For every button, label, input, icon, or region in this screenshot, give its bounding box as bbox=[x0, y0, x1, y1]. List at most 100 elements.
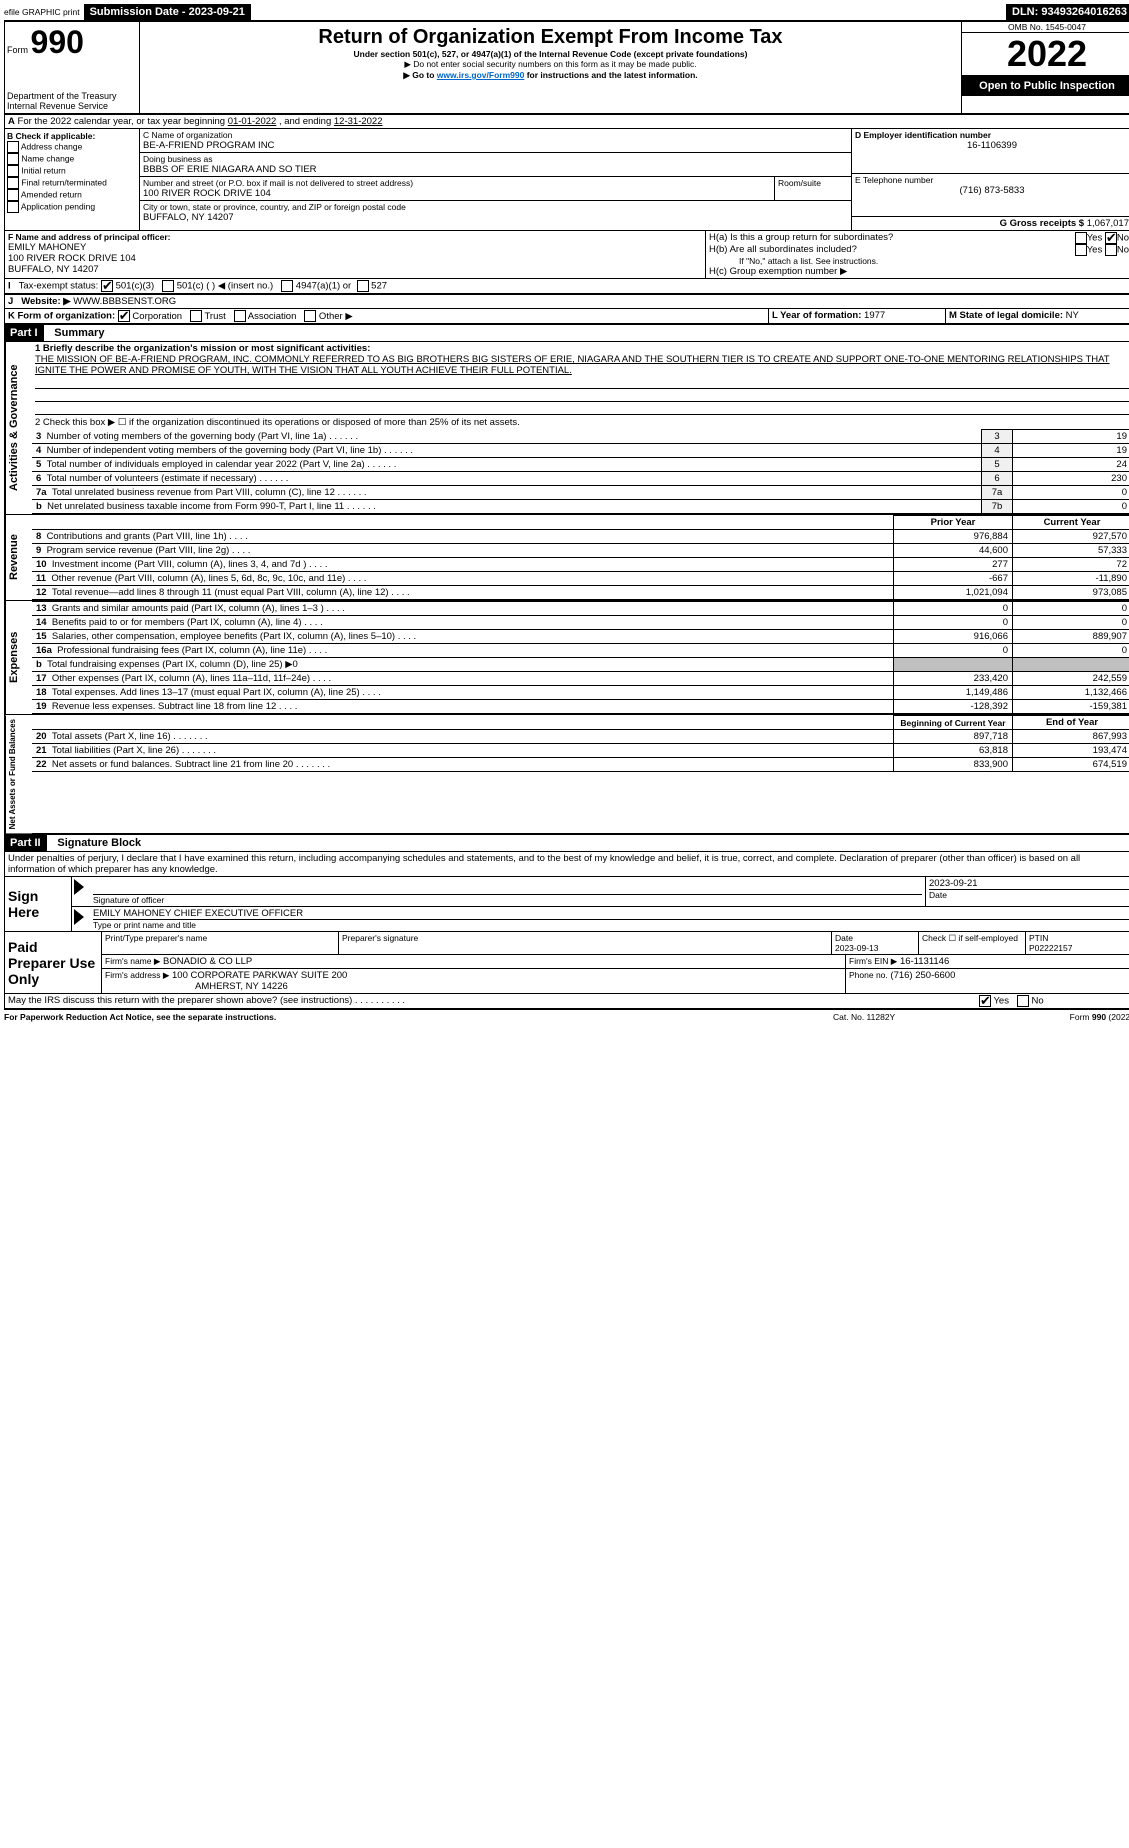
boxb-checkbox[interactable] bbox=[7, 177, 19, 189]
ha-no-checkbox[interactable] bbox=[1105, 232, 1117, 244]
dept-treasury: Department of the Treasury bbox=[7, 91, 137, 101]
boxb-item: Address change bbox=[7, 141, 137, 153]
boxb-item: Application pending bbox=[7, 201, 137, 213]
m-value: NY bbox=[1066, 310, 1079, 321]
table-row: 18 Total expenses. Add lines 13–17 (must… bbox=[32, 686, 1129, 700]
table-row: 11 Other revenue (Part VIII, column (A),… bbox=[32, 572, 1129, 586]
opt-501c3: 501(c)(3) bbox=[116, 281, 155, 292]
part2-header: Part II bbox=[4, 835, 47, 851]
fh-block: F Name and address of principal officer:… bbox=[4, 231, 1129, 279]
table-row: 21 Total liabilities (Part X, line 26) .… bbox=[32, 744, 1129, 758]
box-b-label: B Check if applicable: bbox=[7, 131, 137, 141]
4947-checkbox[interactable] bbox=[281, 280, 293, 292]
boxk-checkbox[interactable] bbox=[304, 310, 316, 322]
website-label: Website: ▶ bbox=[21, 296, 70, 307]
l-value: 1977 bbox=[864, 310, 885, 321]
k-label: K Form of organization: bbox=[8, 311, 115, 322]
street-value: 100 RIVER ROCK DRIVE 104 bbox=[143, 188, 771, 199]
discuss-no-checkbox[interactable] bbox=[1017, 995, 1029, 1007]
hb-no-checkbox[interactable] bbox=[1105, 244, 1117, 256]
klm-block: K Form of organization: Corporation Trus… bbox=[4, 309, 1129, 325]
table-row: 13 Grants and similar amounts paid (Part… bbox=[32, 602, 1129, 616]
period-mid: , and ending bbox=[276, 116, 334, 127]
table-row: 4 Number of independent voting members o… bbox=[32, 444, 1129, 458]
ha-label: H(a) Is this a group return for subordin… bbox=[709, 232, 1075, 244]
dln: DLN: 93493264016263 bbox=[1006, 4, 1129, 20]
vert-expenses: Expenses bbox=[5, 601, 32, 714]
period-begin: 01-01-2022 bbox=[228, 116, 277, 127]
sign-block: Sign Here Signature of officer 2023-09-2… bbox=[4, 877, 1129, 932]
line1-label: 1 Briefly describe the organization's mi… bbox=[35, 343, 1129, 354]
expense-table: 13 Grants and similar amounts paid (Part… bbox=[32, 601, 1129, 714]
boxb-checkbox[interactable] bbox=[7, 153, 19, 165]
net-block: Net Assets or Fund Balances Beginning of… bbox=[4, 715, 1129, 835]
boxb-checkbox[interactable] bbox=[7, 141, 19, 153]
self-emp: Check ☐ if self-employed bbox=[919, 932, 1026, 954]
boxk-checkbox[interactable] bbox=[118, 310, 130, 322]
entity-block: B Check if applicable: Address change Na… bbox=[4, 129, 1129, 231]
period-line: A For the 2022 calendar year, or tax yea… bbox=[4, 114, 1129, 129]
type-name-label: Type or print name and title bbox=[93, 919, 1129, 930]
firm-addr2: AMHERST, NY 14226 bbox=[105, 981, 288, 992]
table-row: 10 Investment income (Part VIII, column … bbox=[32, 558, 1129, 572]
table-row: 6 Total number of volunteers (estimate i… bbox=[32, 472, 1129, 486]
527-checkbox[interactable] bbox=[357, 280, 369, 292]
footer-mid: Cat. No. 11282Y bbox=[833, 1012, 983, 1022]
vert-revenue: Revenue bbox=[5, 515, 32, 600]
tax-status-label: Tax-exempt status: bbox=[19, 281, 99, 292]
gross-label: G Gross receipts $ bbox=[1000, 218, 1084, 229]
ptin-label: PTIN bbox=[1029, 933, 1048, 943]
boxb-checkbox[interactable] bbox=[7, 201, 19, 213]
discuss-yes-checkbox[interactable] bbox=[979, 995, 991, 1007]
table-row: b Total fundraising expenses (Part IX, c… bbox=[32, 658, 1129, 672]
irs-link[interactable]: www.irs.gov/Form990 bbox=[437, 70, 525, 80]
prep-name-label: Print/Type preparer's name bbox=[102, 932, 339, 954]
net-table: Beginning of Current YearEnd of Year20 T… bbox=[32, 715, 1129, 772]
city-value: BUFFALO, NY 14207 bbox=[143, 212, 848, 223]
goto-post: for instructions and the latest informat… bbox=[524, 70, 697, 80]
revenue-table: Prior YearCurrent Year8 Contributions an… bbox=[32, 515, 1129, 600]
omb-number: OMB No. 1545-0047 bbox=[962, 22, 1129, 33]
officer-street: 100 RIVER ROCK DRIVE 104 bbox=[8, 253, 702, 264]
ha-yes-checkbox[interactable] bbox=[1075, 232, 1087, 244]
submission-date: Submission Date - 2023-09-21 bbox=[84, 4, 251, 20]
boxb-checkbox[interactable] bbox=[7, 165, 19, 177]
part1-header: Part I bbox=[4, 325, 44, 341]
boxb-item: Amended return bbox=[7, 189, 137, 201]
part2-header-row: Part II Signature Block bbox=[4, 835, 1129, 851]
discuss-yes: Yes bbox=[993, 996, 1009, 1007]
firm-phone-label: Phone no. bbox=[849, 970, 888, 980]
table-row: 19 Revenue less expenses. Subtract line … bbox=[32, 700, 1129, 714]
open-public: Open to Public Inspection bbox=[962, 76, 1129, 96]
m-label: M State of legal domicile: bbox=[949, 310, 1063, 321]
yes-text2: Yes bbox=[1087, 245, 1103, 256]
box-h: H(a) Is this a group return for subordin… bbox=[706, 231, 1129, 278]
right-col-deg: D Employer identification number 16-1106… bbox=[851, 129, 1129, 230]
501c3-checkbox[interactable] bbox=[101, 280, 113, 292]
hc-label: H(c) Group exemption number ▶ bbox=[709, 266, 1129, 277]
table-row: 22 Net assets or fund balances. Subtract… bbox=[32, 758, 1129, 772]
boxb-checkbox[interactable] bbox=[7, 189, 19, 201]
table-row: b Net unrelated business taxable income … bbox=[32, 500, 1129, 514]
hb-yes-checkbox[interactable] bbox=[1075, 244, 1087, 256]
efile-bar: efile GRAPHIC print Submission Date - 20… bbox=[4, 4, 1129, 20]
boxk-checkbox[interactable] bbox=[234, 310, 246, 322]
goto-note: ▶ Go to www.irs.gov/Form990 for instruct… bbox=[144, 70, 957, 81]
table-row: 9 Program service revenue (Part VIII, li… bbox=[32, 544, 1129, 558]
period-pre: For the 2022 calendar year, or tax year … bbox=[18, 116, 228, 127]
form-header: Form 990 Department of the Treasury Inte… bbox=[4, 20, 1129, 114]
l-label: L Year of formation: bbox=[772, 310, 861, 321]
irs-label: Internal Revenue Service bbox=[7, 101, 137, 111]
form-label: Form bbox=[7, 45, 28, 55]
boxk-checkbox[interactable] bbox=[190, 310, 202, 322]
officer-city: BUFFALO, NY 14207 bbox=[8, 264, 702, 275]
firm-name-label: Firm's name ▶ bbox=[105, 956, 160, 966]
city-label: City or town, state or province, country… bbox=[143, 202, 848, 212]
form-title: Return of Organization Exempt From Incom… bbox=[144, 26, 957, 49]
table-row: 5 Total number of individuals employed i… bbox=[32, 458, 1129, 472]
501c-checkbox[interactable] bbox=[162, 280, 174, 292]
opt-501c: 501(c) ( ) ◀ (insert no.) bbox=[177, 281, 274, 292]
phone-label: E Telephone number bbox=[855, 175, 1129, 185]
j-label: J bbox=[8, 296, 13, 307]
footer: For Paperwork Reduction Act Notice, see … bbox=[4, 1010, 1129, 1024]
